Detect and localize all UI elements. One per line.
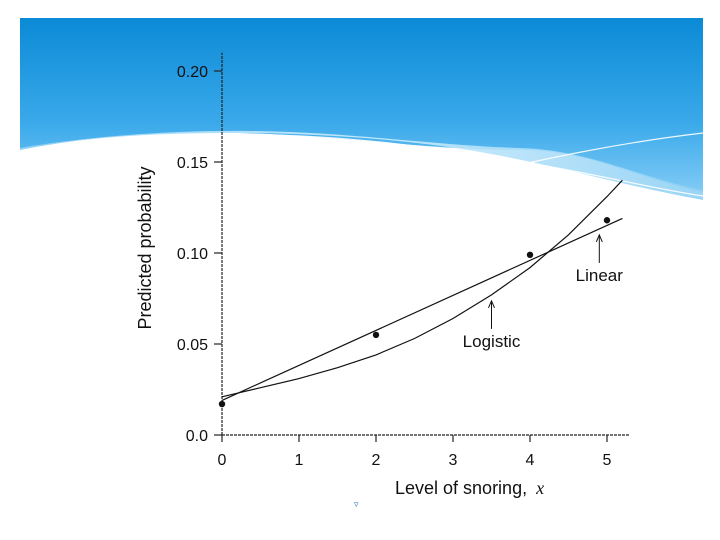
x-tick-label: 4 bbox=[526, 452, 535, 469]
y-tick-label: 0.0 bbox=[186, 428, 208, 445]
annotation-arrowhead-logistic bbox=[488, 299, 495, 309]
x-tick-label: 1 bbox=[295, 452, 304, 469]
x-tick-label: 3 bbox=[449, 452, 458, 469]
x-axis-title-text: Level of snoring, bbox=[395, 478, 527, 498]
series-line-linear bbox=[221, 217, 623, 401]
annotation-label-logistic: Logistic bbox=[463, 332, 521, 351]
data-point bbox=[372, 331, 380, 339]
header-banner bbox=[20, 18, 704, 200]
header-wave bbox=[20, 130, 703, 200]
annotation-label-linear: Linear bbox=[576, 266, 624, 285]
annotations: Linear Logistic bbox=[463, 233, 624, 351]
y-tick-label: 0.10 bbox=[177, 246, 208, 263]
data-point bbox=[218, 400, 226, 408]
series-layer bbox=[218, 179, 623, 408]
header-wave-line-1 bbox=[219, 134, 704, 197]
y-axis-title: Predicted probability bbox=[135, 166, 155, 329]
x-axis-title: Level of snoring, x bbox=[395, 478, 544, 498]
data-point bbox=[526, 251, 534, 259]
y-tick-label: 0.20 bbox=[177, 64, 208, 81]
data-point bbox=[603, 217, 611, 224]
y-tick-label: 0.05 bbox=[177, 337, 208, 354]
x-tick-label: 0 bbox=[218, 452, 227, 469]
header-fill bbox=[20, 18, 703, 192]
annotation-arrowhead-linear bbox=[595, 233, 603, 243]
x-tick-label: 5 bbox=[603, 452, 612, 469]
y-tick-label: 0.15 bbox=[177, 155, 208, 172]
axes: 0.0 0.05 0.10 0.15 0.20 0 1 2 3 4 5 bbox=[177, 52, 630, 469]
x-tick-label: 2 bbox=[372, 452, 381, 469]
x-axis-variable: x bbox=[535, 478, 544, 498]
footer-glyph: ▿ bbox=[354, 500, 359, 510]
series-line-logistic bbox=[221, 179, 623, 398]
header-wave-line-2 bbox=[439, 132, 704, 183]
